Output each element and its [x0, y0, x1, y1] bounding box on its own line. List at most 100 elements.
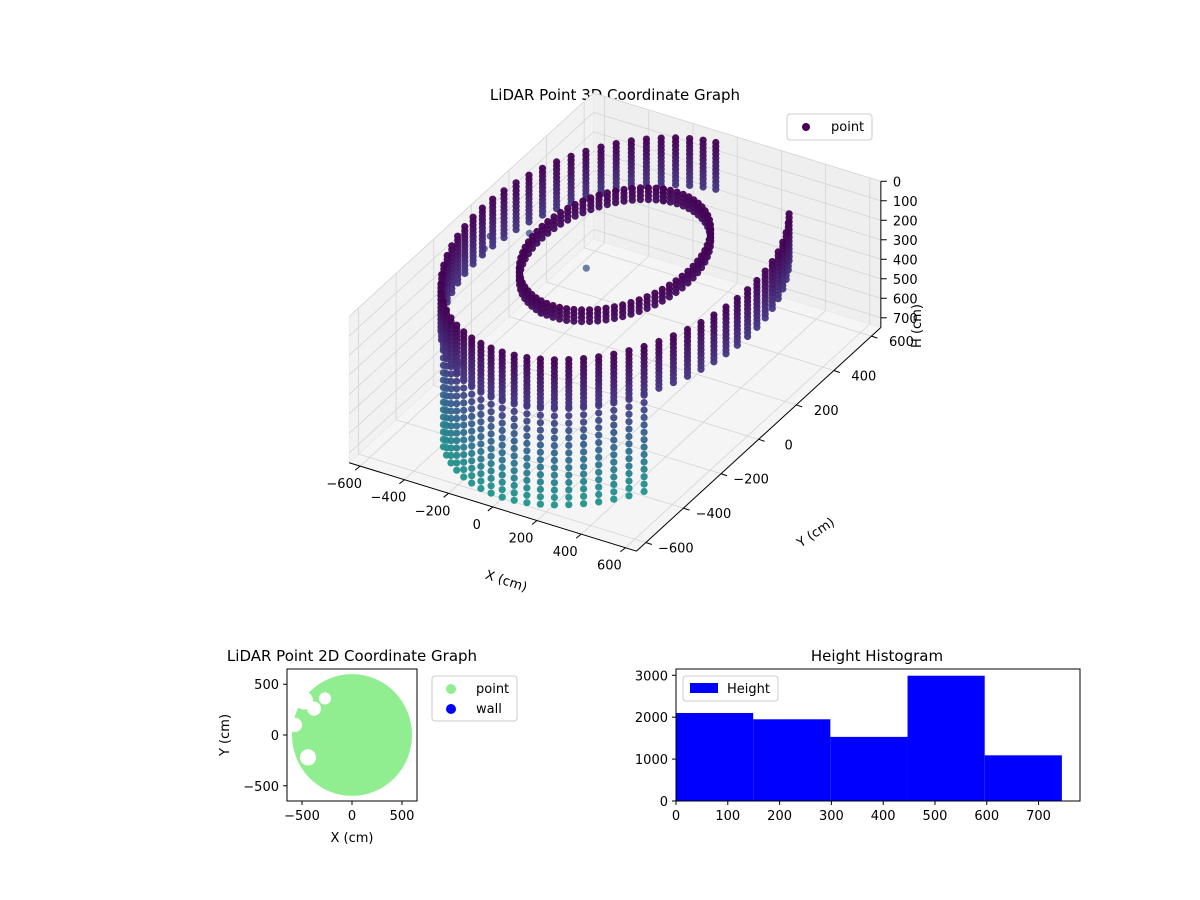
point-3d	[523, 484, 531, 492]
x-tick-mark	[399, 479, 405, 485]
chart-2d-legend-wall-label: wall	[476, 702, 502, 717]
point-3d	[498, 449, 506, 457]
point-3d	[550, 479, 559, 487]
y-tick-mark	[758, 438, 765, 442]
y-tick-label: −400	[696, 507, 732, 522]
y-tick-label-2d: −500	[243, 780, 279, 795]
h-tick-label: 300	[893, 234, 918, 249]
scatter-gap	[288, 717, 302, 732]
point-3d	[487, 430, 495, 438]
point-3d	[672, 181, 680, 189]
point-3d	[578, 318, 586, 326]
point-3d	[460, 414, 468, 422]
point-3d	[468, 420, 476, 428]
point-3d	[580, 440, 588, 448]
point-3d	[447, 444, 455, 452]
point-3d	[510, 422, 518, 430]
y-tick-label: −600	[658, 542, 694, 557]
point-3d	[477, 403, 485, 411]
point-3d	[625, 492, 633, 500]
point-3d	[523, 439, 531, 447]
point-3d	[625, 410, 633, 418]
point-3d	[655, 384, 663, 392]
point-3d	[678, 284, 686, 292]
point-3d	[710, 358, 718, 366]
point-3d	[625, 484, 633, 492]
point-3d	[523, 462, 531, 470]
y-tick-label-hist: 3000	[635, 669, 668, 684]
point-3d	[644, 196, 653, 204]
chart-3d-legend-label: point	[831, 120, 864, 135]
x-tick-label-hist: 100	[715, 809, 740, 824]
point-3d	[625, 447, 633, 455]
point-3d	[477, 455, 485, 463]
point-3d	[536, 456, 545, 464]
point-3d	[469, 260, 477, 268]
point-3d	[468, 472, 476, 480]
point-3d	[550, 464, 559, 472]
point-3d	[587, 206, 595, 214]
point-3d	[453, 414, 461, 422]
point-3d	[460, 473, 468, 481]
hist-bar	[676, 713, 754, 801]
point-3d	[447, 400, 455, 408]
point-3d	[543, 311, 551, 319]
point-3d	[477, 425, 485, 433]
point-3d	[453, 444, 461, 452]
point-3d	[640, 421, 648, 429]
point-3d	[640, 443, 648, 451]
point-3d	[774, 295, 782, 303]
chart-hist-legend: Height	[682, 675, 779, 702]
h-tick-label: 0	[893, 175, 901, 190]
point-3d	[453, 400, 461, 408]
point-3d	[447, 363, 455, 371]
point-3d	[477, 388, 485, 396]
gridline-h-left	[348, 170, 594, 395]
point-3d	[627, 310, 635, 318]
point-3d	[595, 402, 603, 410]
gridline-h-left	[348, 209, 594, 434]
point-3d	[625, 462, 633, 470]
point-3d	[523, 432, 531, 440]
point-3d	[468, 442, 476, 450]
chart-2d-title: LiDAR Point 2D Coordinate Graph	[227, 647, 477, 665]
point-3d	[453, 385, 461, 393]
hist-bar	[830, 736, 908, 801]
point-3d	[510, 481, 518, 490]
point-3d	[487, 474, 495, 482]
point-3d	[523, 499, 531, 507]
gridline-h-back	[593, 189, 881, 280]
point-3d	[550, 225, 558, 233]
chart-2d-legend-wall-marker	[446, 704, 456, 714]
x-tick-label-hist: 400	[871, 809, 896, 824]
chart-2d-x-label: X (cm)	[331, 831, 374, 846]
point-3d	[477, 418, 485, 426]
chart-hist-frame	[675, 668, 1081, 802]
point-3d	[523, 454, 531, 462]
point-3d	[580, 463, 588, 471]
point-3d	[538, 211, 547, 219]
point-3d	[510, 407, 518, 415]
point-3d	[510, 474, 518, 482]
point-3d	[498, 404, 506, 412]
point-3d	[510, 400, 518, 408]
x-tick-label-2d: −500	[284, 809, 320, 824]
point-3d	[744, 332, 752, 341]
point-3d	[565, 441, 573, 449]
point-3d	[447, 414, 455, 423]
point-3d	[602, 316, 610, 324]
point-3d	[610, 399, 618, 407]
point-3d	[523, 491, 531, 499]
point-3d	[447, 459, 455, 467]
point-3d	[610, 473, 618, 481]
gridline-h-back	[593, 92, 881, 182]
point-3d	[510, 452, 518, 460]
point-3d	[468, 479, 476, 487]
point-3d	[536, 493, 545, 501]
point-3d	[536, 485, 545, 493]
point-3d	[619, 313, 627, 321]
point-3d	[536, 471, 545, 479]
gridline-y-floor	[546, 281, 834, 371]
chart-hist-legend-label: Height	[727, 682, 770, 697]
point-3d	[595, 483, 603, 491]
